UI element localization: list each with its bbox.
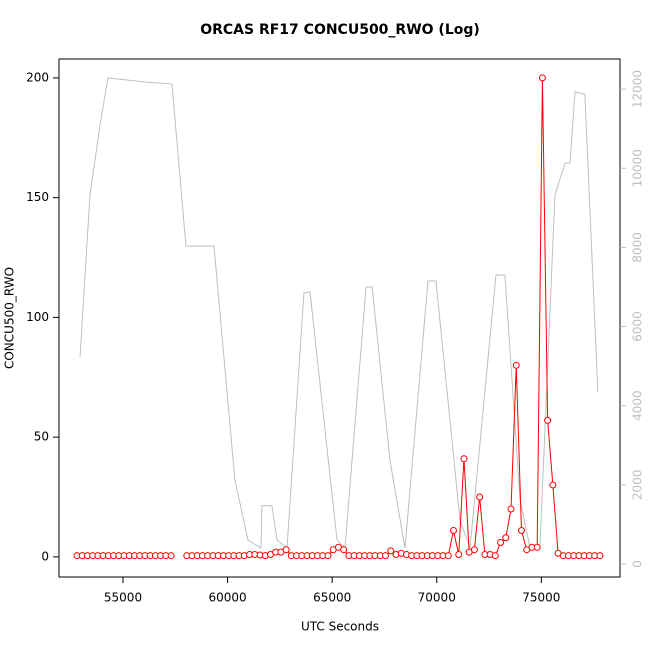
data-point <box>538 74 546 82</box>
x-tick-label: 55000 <box>104 591 142 605</box>
data-point <box>460 455 468 463</box>
data-point <box>476 493 484 501</box>
y2-tick-label: 12000 <box>631 70 645 108</box>
data-point <box>507 505 515 513</box>
chart-title: ORCAS RF17 CONCU500_RWO (Log) <box>200 22 480 38</box>
data-point <box>497 539 505 547</box>
data-point <box>387 547 395 555</box>
y-axis-label: CONCU500_RWO <box>3 267 17 369</box>
x-axis-label: UTC Seconds <box>301 620 379 634</box>
y-tick-label: 100 <box>26 310 49 324</box>
y-tick-label: 150 <box>26 190 49 204</box>
data-point <box>455 550 463 558</box>
y-tick-label: 0 <box>41 549 49 563</box>
y2-tick-label: 6000 <box>631 311 645 342</box>
data-point <box>167 552 175 560</box>
data-point <box>544 416 552 424</box>
x-tick-label: 70000 <box>418 591 456 605</box>
data-point <box>449 527 457 535</box>
data-point <box>282 546 290 554</box>
y2-tick-label: 4000 <box>631 390 645 421</box>
data-point <box>382 552 390 560</box>
data-point <box>512 361 520 369</box>
data-point <box>444 552 452 560</box>
data-point <box>502 534 510 542</box>
y2-tick-label: 10000 <box>631 149 645 187</box>
x-tick-label: 75000 <box>522 591 560 605</box>
y2-tick-label: 0 <box>631 560 645 568</box>
y2-tick-label: 8000 <box>631 232 645 263</box>
data-point <box>491 552 499 560</box>
data-point <box>549 481 557 489</box>
data-point <box>470 546 478 554</box>
x-tick-label: 60000 <box>208 591 246 605</box>
data-point <box>596 552 604 560</box>
data-point <box>533 543 541 551</box>
y-tick-label: 50 <box>34 430 49 444</box>
data-point <box>324 552 332 560</box>
data-point <box>340 546 348 554</box>
data-point <box>517 527 525 535</box>
y2-tick-label: 2000 <box>631 470 645 501</box>
y-tick-label: 200 <box>26 70 49 84</box>
x-tick-label: 65000 <box>313 591 351 605</box>
